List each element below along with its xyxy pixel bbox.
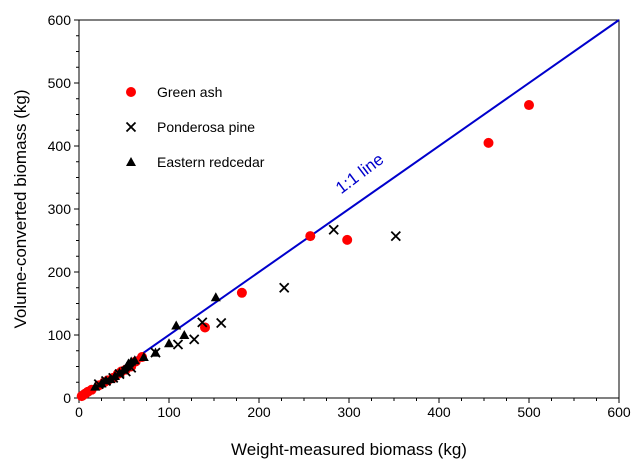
- data-point: [110, 370, 120, 380]
- reference-line-group: [78, 19, 620, 399]
- data-point: [236, 287, 247, 298]
- legend: Green ash Ponderosa pine Eastern redcedar: [125, 84, 265, 170]
- series-ponderosa-pine: [93, 224, 401, 390]
- data-point: [172, 339, 184, 350]
- data-point: [197, 317, 208, 328]
- legend-marker: [126, 157, 136, 166]
- data-points: [76, 100, 534, 402]
- x-tick-label: 100: [157, 404, 181, 420]
- y-tick-label: 0: [63, 390, 71, 406]
- x-tick-label: 200: [247, 404, 271, 420]
- data-point: [150, 347, 161, 357]
- data-point: [216, 317, 227, 329]
- y-tick-label: 200: [48, 264, 72, 280]
- data-point: [342, 234, 353, 245]
- data-point: [328, 224, 339, 235]
- x-tick-label: 300: [337, 404, 361, 420]
- y-axis-title: Volume-converted biomass (kg): [11, 89, 30, 328]
- data-point: [390, 230, 401, 242]
- data-point: [179, 330, 190, 339]
- data-point: [129, 355, 140, 365]
- data-point: [138, 352, 149, 362]
- y-tick-label: 300: [48, 201, 72, 217]
- x-tick-label: 0: [75, 404, 83, 420]
- data-point: [90, 381, 101, 391]
- x-tick-label: 400: [427, 404, 451, 420]
- data-point: [164, 338, 174, 348]
- data-point: [200, 322, 210, 333]
- x-axis-title: Weight-measured biomass (kg): [231, 440, 467, 459]
- legend-marker: [126, 87, 136, 97]
- legend-marker: [125, 121, 137, 133]
- legend-item: Ponderosa pine: [125, 119, 255, 135]
- data-point: [305, 231, 316, 242]
- legend-item: Green ash: [126, 84, 222, 100]
- x-axis: 0 100 200 300 400 500 600: [75, 398, 631, 420]
- data-point: [189, 334, 200, 345]
- y-tick-label: 500: [48, 75, 72, 91]
- x-tick-label: 500: [517, 404, 541, 420]
- y-axis: 0 100 200 300 400 500 600: [48, 12, 79, 406]
- legend-label: Eastern redcedar: [157, 154, 265, 170]
- data-point: [96, 378, 107, 388]
- data-point: [279, 282, 290, 293]
- data-point: [524, 100, 534, 111]
- series-eastern-redcedar: [90, 292, 221, 391]
- legend-label: Green ash: [157, 84, 222, 100]
- y-tick-label: 400: [48, 138, 72, 154]
- reference-line-label: 1:1 line: [332, 150, 387, 198]
- data-point: [483, 137, 494, 148]
- data-point: [171, 320, 182, 330]
- data-point: [210, 292, 221, 302]
- data-point: [105, 374, 116, 384]
- data-point: [114, 367, 125, 377]
- reference-line: [78, 19, 620, 399]
- legend-label: Ponderosa pine: [157, 119, 255, 135]
- legend-item: Eastern redcedar: [126, 154, 265, 170]
- y-tick-label: 100: [48, 327, 72, 343]
- y-tick-label: 600: [48, 12, 72, 28]
- x-tick-label: 600: [607, 404, 631, 420]
